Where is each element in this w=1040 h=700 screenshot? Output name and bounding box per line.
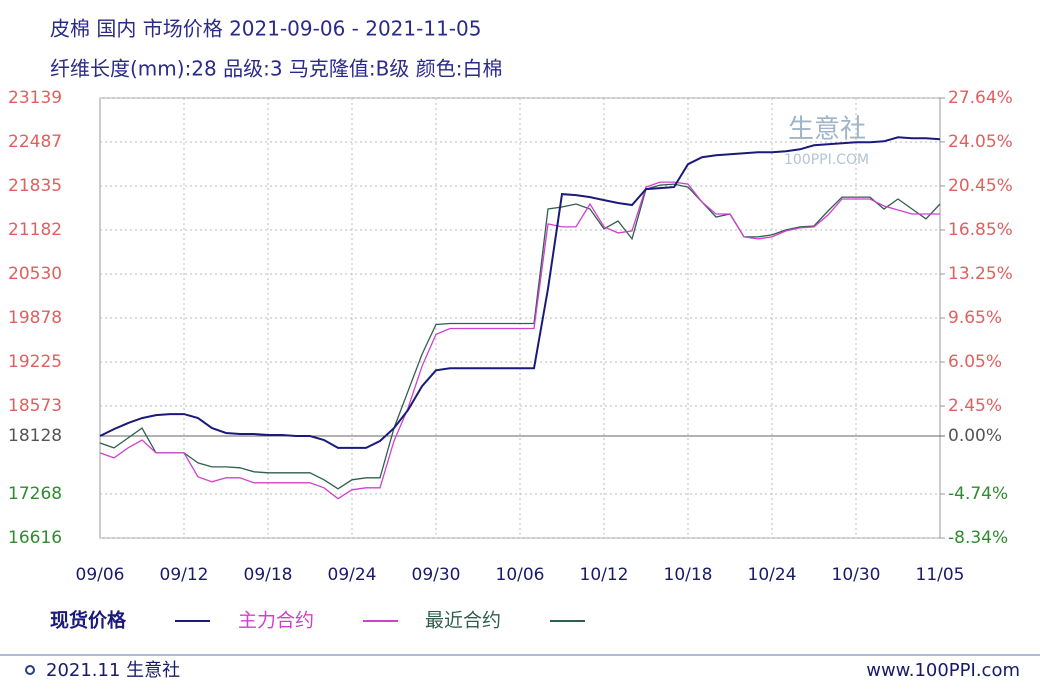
x-tick-label: 09/24 [328,565,377,585]
y-tick-label: 23139 [8,88,62,108]
x-tick-label: 10/24 [748,565,797,585]
x-tick-label: 09/30 [412,565,461,585]
footer-right: www.100PPI.com [866,660,1020,681]
y2-tick-label: 6.05% [948,352,1002,372]
series-line [99,181,940,500]
series-line [99,136,941,449]
legend-label: 现货价格 [50,609,127,632]
y-tick-label: 17268 [8,484,62,504]
legend-label: 最近合约 [425,610,501,632]
y-tick-label: 16616 [8,528,62,548]
y-tick-label: 18128 [8,426,62,446]
y-tick-label: 18573 [8,396,62,416]
y-tick-label: 19878 [8,308,62,328]
chart-subtitle: 纤维长度(mm):28 品级:3 马克隆值:B级 颜色:白棉 [50,57,503,81]
x-tick-label: 09/12 [160,565,209,585]
x-tick-label: 09/18 [244,565,293,585]
watermark-site: 100PPI.COM [784,152,869,168]
y-tick-label: 19225 [8,352,62,372]
y2-tick-label: 0.00% [948,426,1002,446]
x-tick-label: 11/05 [916,565,965,585]
y2-tick-label: 27.64% [948,88,1013,108]
y-tick-label: 20530 [8,264,62,284]
x-tick-label: 10/18 [664,565,713,585]
y2-tick-label: -8.34% [948,528,1008,548]
chart-title: 皮棉 国内 市场价格 2021-09-06 - 2021-11-05 [50,17,481,41]
y-tick-label: 21182 [8,220,62,240]
footer-left: 2021.11 生意社 [46,660,180,681]
series-line [99,183,941,490]
y-tick-label: 22487 [8,132,62,152]
x-tick-label: 10/30 [832,565,881,585]
y2-tick-label: 13.25% [948,264,1013,284]
watermark-name: 生意社 [788,115,866,145]
legend-label: 主力合约 [238,610,314,632]
y-tick-label: 21835 [8,176,62,196]
x-tick-label: 09/06 [76,565,125,585]
y2-tick-label: 2.45% [948,396,1002,416]
x-tick-label: 10/06 [496,565,545,585]
y2-tick-label: 9.65% [948,308,1002,328]
footer-icon [25,665,35,675]
y2-tick-label: 20.45% [948,176,1013,196]
x-tick-label: 10/12 [580,565,629,585]
y2-tick-label: 16.85% [948,220,1013,240]
y2-tick-label: 24.05% [948,132,1013,152]
y2-tick-label: -4.74% [948,484,1008,504]
